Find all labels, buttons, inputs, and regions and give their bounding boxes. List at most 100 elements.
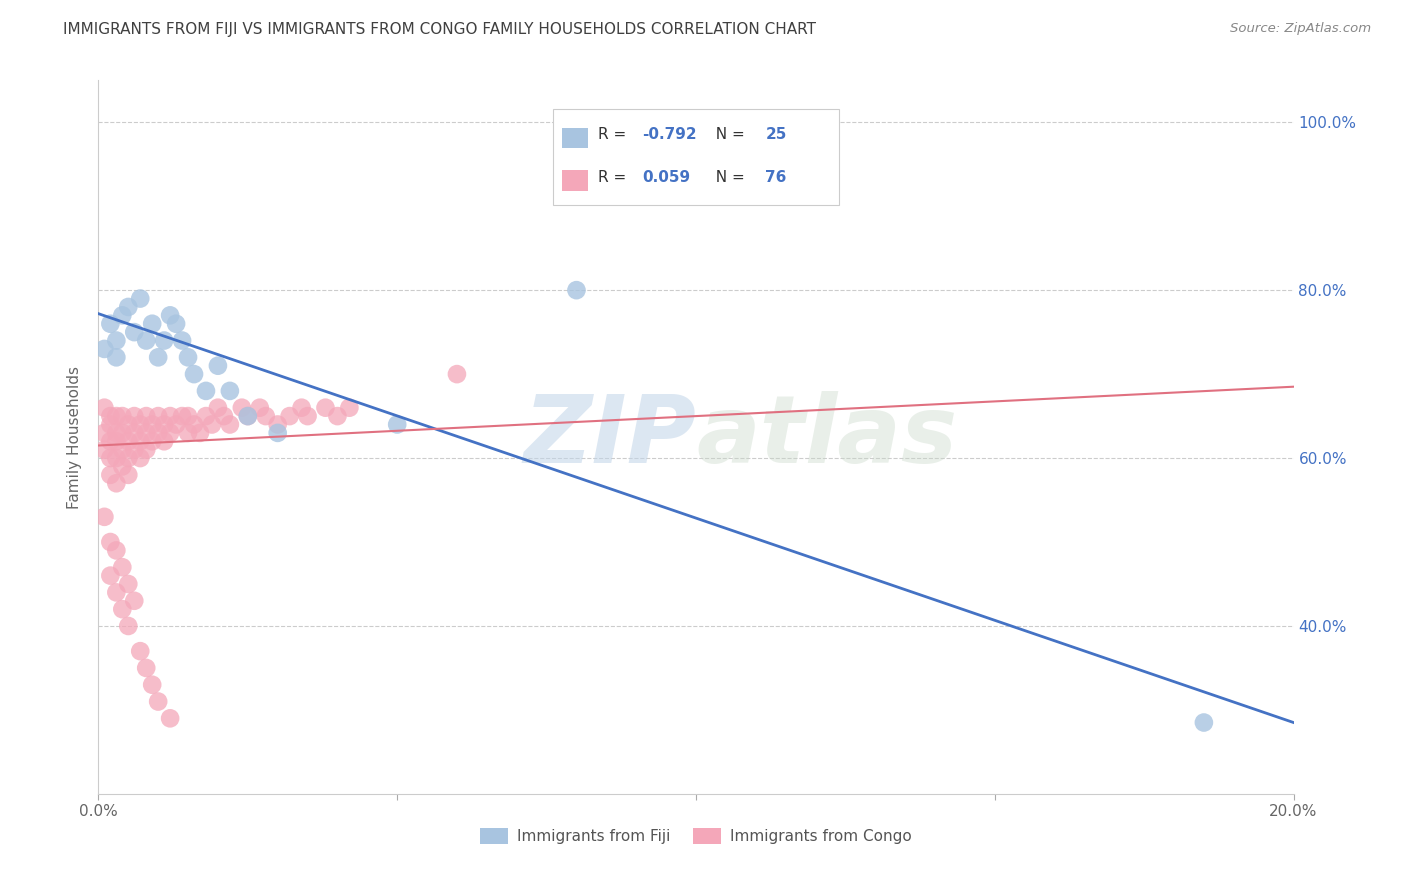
Point bbox=[117, 577, 139, 591]
Point bbox=[172, 409, 194, 423]
Point bbox=[124, 425, 146, 440]
Point bbox=[148, 694, 170, 708]
Legend: Immigrants from Fiji, Immigrants from Congo: Immigrants from Fiji, Immigrants from Co… bbox=[474, 822, 918, 850]
Point bbox=[117, 417, 139, 432]
Point bbox=[129, 417, 152, 432]
Point bbox=[129, 434, 152, 449]
Point bbox=[124, 594, 146, 608]
Point bbox=[98, 451, 122, 466]
Point bbox=[159, 711, 181, 725]
Point bbox=[153, 417, 176, 432]
Point bbox=[98, 417, 122, 432]
Point bbox=[231, 401, 253, 415]
Point bbox=[135, 409, 157, 423]
Point bbox=[98, 434, 122, 449]
Point bbox=[219, 384, 242, 398]
Point bbox=[141, 678, 163, 692]
Point bbox=[201, 417, 224, 432]
Point bbox=[236, 409, 259, 423]
Point bbox=[177, 351, 200, 365]
Point bbox=[135, 334, 157, 348]
Text: Source: ZipAtlas.com: Source: ZipAtlas.com bbox=[1230, 22, 1371, 36]
Point bbox=[98, 568, 122, 582]
Point bbox=[98, 409, 122, 423]
Point bbox=[219, 417, 242, 432]
Point bbox=[177, 409, 200, 423]
Point bbox=[207, 359, 229, 373]
Point bbox=[236, 409, 259, 423]
Point bbox=[105, 585, 128, 599]
Point bbox=[159, 409, 181, 423]
Point bbox=[212, 409, 235, 423]
Point bbox=[117, 451, 139, 466]
Point bbox=[117, 300, 139, 314]
Point bbox=[111, 442, 134, 457]
Point bbox=[129, 451, 152, 466]
Point bbox=[105, 351, 128, 365]
Text: ZIP: ZIP bbox=[523, 391, 696, 483]
Point bbox=[93, 442, 115, 457]
Point bbox=[141, 417, 163, 432]
Point bbox=[153, 334, 176, 348]
Point bbox=[105, 409, 128, 423]
Point bbox=[326, 409, 349, 423]
Text: R =: R = bbox=[598, 169, 631, 185]
Point bbox=[195, 409, 218, 423]
Text: N =: N = bbox=[706, 169, 749, 185]
Point bbox=[111, 309, 134, 323]
Point bbox=[183, 367, 205, 381]
Point bbox=[385, 417, 409, 432]
Point bbox=[148, 351, 170, 365]
Point bbox=[188, 425, 211, 440]
Point bbox=[159, 425, 181, 440]
Point bbox=[148, 425, 170, 440]
Point bbox=[135, 442, 157, 457]
FancyBboxPatch shape bbox=[562, 128, 589, 148]
Point bbox=[141, 317, 163, 331]
FancyBboxPatch shape bbox=[562, 170, 589, 191]
Point bbox=[135, 425, 157, 440]
Point bbox=[105, 451, 128, 466]
Point bbox=[148, 409, 170, 423]
Text: R =: R = bbox=[598, 127, 631, 142]
Point bbox=[93, 342, 115, 356]
Text: N =: N = bbox=[706, 127, 749, 142]
Point bbox=[105, 334, 128, 348]
Point bbox=[98, 317, 122, 331]
Point bbox=[117, 619, 139, 633]
Point bbox=[1192, 715, 1215, 730]
Point bbox=[165, 317, 187, 331]
Point bbox=[117, 434, 139, 449]
Point bbox=[98, 467, 122, 482]
Point bbox=[129, 644, 152, 658]
Text: 76: 76 bbox=[765, 169, 787, 185]
Point bbox=[105, 434, 128, 449]
Text: 25: 25 bbox=[765, 127, 787, 142]
Point bbox=[111, 425, 134, 440]
Point bbox=[183, 417, 205, 432]
Point bbox=[124, 325, 146, 339]
Point bbox=[111, 602, 134, 616]
Point bbox=[339, 401, 361, 415]
Point bbox=[111, 560, 134, 574]
Point bbox=[291, 401, 314, 415]
Point bbox=[165, 417, 187, 432]
Point bbox=[141, 434, 163, 449]
Text: IMMIGRANTS FROM FIJI VS IMMIGRANTS FROM CONGO FAMILY HOUSEHOLDS CORRELATION CHAR: IMMIGRANTS FROM FIJI VS IMMIGRANTS FROM … bbox=[63, 22, 817, 37]
Point bbox=[267, 425, 290, 440]
Point bbox=[111, 459, 134, 474]
Point bbox=[135, 661, 157, 675]
Point bbox=[172, 334, 194, 348]
Point bbox=[117, 467, 139, 482]
Point bbox=[111, 409, 134, 423]
Point bbox=[254, 409, 277, 423]
Point bbox=[195, 384, 218, 398]
Point bbox=[129, 292, 152, 306]
Point bbox=[177, 425, 200, 440]
Point bbox=[93, 401, 115, 415]
Point bbox=[315, 401, 337, 415]
Point bbox=[565, 283, 588, 297]
Point bbox=[249, 401, 271, 415]
Text: atlas: atlas bbox=[696, 391, 957, 483]
Point bbox=[124, 442, 146, 457]
